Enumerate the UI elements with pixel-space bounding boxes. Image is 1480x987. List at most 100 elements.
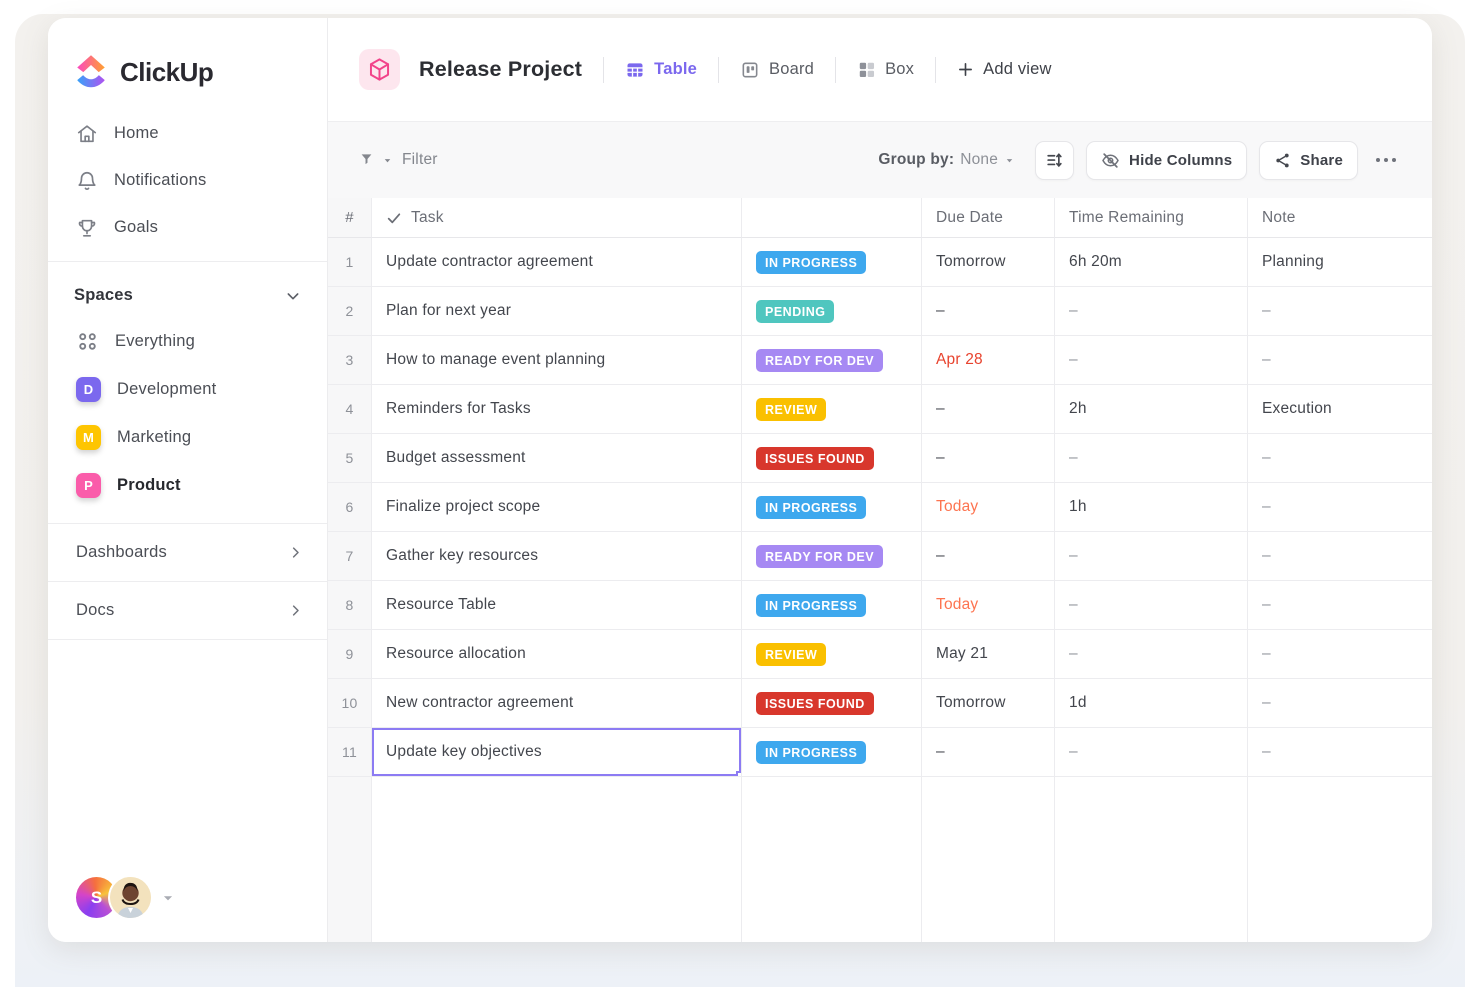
row-number: 4 [328,385,372,434]
task-cell[interactable]: Budget assessment [372,434,742,483]
time-remaining-cell[interactable]: 1h [1055,483,1248,532]
hide-columns-button[interactable]: Hide Columns [1086,140,1248,180]
column-header-task[interactable]: Task [372,198,742,238]
column-header-number[interactable]: # [328,198,372,238]
chevron-down-icon [384,158,391,162]
task-cell[interactable]: Update key objectives [372,728,742,777]
tab-board[interactable]: Board [740,60,814,80]
status-badge[interactable]: ISSUES FOUND [756,446,874,470]
share-icon [1276,153,1289,167]
time-remaining-cell[interactable]: 6h 20m [1055,238,1248,287]
trophy-icon [78,219,96,237]
time-remaining-cell[interactable]: 2h [1055,385,1248,434]
table-row: 3 How to manage event planning READY FOR D… [328,336,1432,385]
add-view-button[interactable]: Add view [957,60,1052,79]
status-badge[interactable]: IN PROGRESS [756,593,867,617]
task-cell[interactable]: How to manage event planning [372,336,742,385]
task-cell[interactable]: Update contractor agreement [372,238,742,287]
status-badge[interactable]: REVIEW [756,642,827,666]
due-date-cell[interactable]: – [922,728,1055,777]
time-remaining-cell[interactable]: – [1055,532,1248,581]
status-badge[interactable]: READY FOR DEV [756,544,884,568]
note-cell[interactable]: Planning [1248,238,1432,287]
due-date-cell[interactable]: – [922,434,1055,483]
note-cell[interactable]: – [1248,434,1432,483]
spaces-header[interactable]: Spaces [48,262,327,317]
due-date-cell[interactable]: Apr 28 [922,336,1055,385]
note-cell[interactable]: – [1248,532,1432,581]
task-cell[interactable]: Resource allocation [372,630,742,679]
sidebar-item-dashboards[interactable]: Dashboards [48,524,327,581]
status-badge[interactable]: IN PROGRESS [756,250,867,274]
column-header-status[interactable] [742,198,922,238]
tab-table[interactable]: Table [625,60,697,80]
user-menu[interactable]: S [76,877,327,918]
group-by-control[interactable]: Group by: None [878,151,1015,169]
task-cell[interactable]: Reminders for Tasks [372,385,742,434]
status-badge[interactable]: IN PROGRESS [756,495,867,519]
sort-button[interactable] [1035,140,1075,180]
box-view-icon [859,62,875,78]
sidebar-item-docs[interactable]: Docs [48,582,327,639]
time-remaining-cell[interactable]: – [1055,630,1248,679]
task-cell[interactable]: Resource Table [372,581,742,630]
clickup-logo-icon [77,55,105,88]
note-cell[interactable]: – [1248,336,1432,385]
sidebar-item-notifications[interactable]: Notifications [48,157,327,204]
chevron-down-icon[interactable] [161,891,175,905]
note-cell[interactable]: – [1248,483,1432,532]
time-remaining-cell[interactable]: – [1055,287,1248,336]
time-remaining-cell[interactable]: – [1055,336,1248,385]
status-badge[interactable]: REVIEW [756,397,827,421]
table-row: 7 Gather key resources READY FOR DEV – – – [328,532,1432,581]
due-date-cell[interactable]: Today [922,581,1055,630]
sidebar-item-home[interactable]: Home [48,110,327,157]
column-header-time-remaining[interactable]: Time Remaining [1055,198,1248,238]
note-cell[interactable]: Execution [1248,385,1432,434]
time-remaining-cell[interactable]: – [1055,434,1248,483]
due-date-cell[interactable]: May 21 [922,630,1055,679]
status-badge[interactable]: ISSUES FOUND [756,691,874,715]
sidebar-item-product[interactable]: P Product [48,461,327,509]
toolbar: Filter Group by: None [328,121,1432,198]
sidebar-item-marketing[interactable]: M Marketing [48,413,327,461]
filter-button[interactable]: Filter [359,151,438,169]
row-number: 9 [328,630,372,679]
due-date-cell[interactable]: Today [922,483,1055,532]
project-icon [359,49,400,90]
status-badge[interactable]: READY FOR DEV [756,348,884,372]
clickup-logo[interactable]: ClickUp [74,52,327,92]
task-cell[interactable]: New contractor agreement [372,679,742,728]
note-cell[interactable]: – [1248,581,1432,630]
note-cell[interactable]: – [1248,287,1432,336]
note-cell[interactable]: – [1248,679,1432,728]
user-avatar-photo [110,877,151,918]
more-options-button[interactable] [1370,150,1402,170]
sidebar-item-goals[interactable]: Goals [48,204,327,251]
sidebar-item-development[interactable]: D Development [48,365,327,413]
column-header-note[interactable]: Note [1248,198,1432,238]
time-remaining-cell[interactable]: – [1055,728,1248,777]
hide-columns-label: Hide Columns [1129,151,1233,169]
due-date-cell[interactable]: – [922,532,1055,581]
tab-box[interactable]: Box [857,60,914,79]
due-date-cell[interactable]: Tomorrow [922,238,1055,287]
share-button[interactable]: Share [1259,140,1358,180]
clickup-logo-text: ClickUp [120,56,214,87]
time-remaining-cell[interactable]: – [1055,581,1248,630]
due-date-cell[interactable]: – [922,385,1055,434]
task-cell[interactable]: Finalize project scope [372,483,742,532]
task-cell[interactable]: Gather key resources [372,532,742,581]
due-date-cell[interactable]: – [922,287,1055,336]
time-remaining-cell[interactable]: 1d [1055,679,1248,728]
task-cell[interactable]: Plan for next year [372,287,742,336]
column-header-due-date[interactable]: Due Date [922,198,1055,238]
status-badge[interactable]: IN PROGRESS [756,740,867,764]
status-badge[interactable]: PENDING [756,299,835,323]
note-cell[interactable]: – [1248,630,1432,679]
selection-handle[interactable] [736,771,741,776]
sidebar-item-everything[interactable]: Everything [48,317,327,365]
due-date-cell[interactable]: Tomorrow [922,679,1055,728]
note-cell[interactable]: – [1248,728,1432,777]
user-avatar[interactable] [110,877,151,918]
